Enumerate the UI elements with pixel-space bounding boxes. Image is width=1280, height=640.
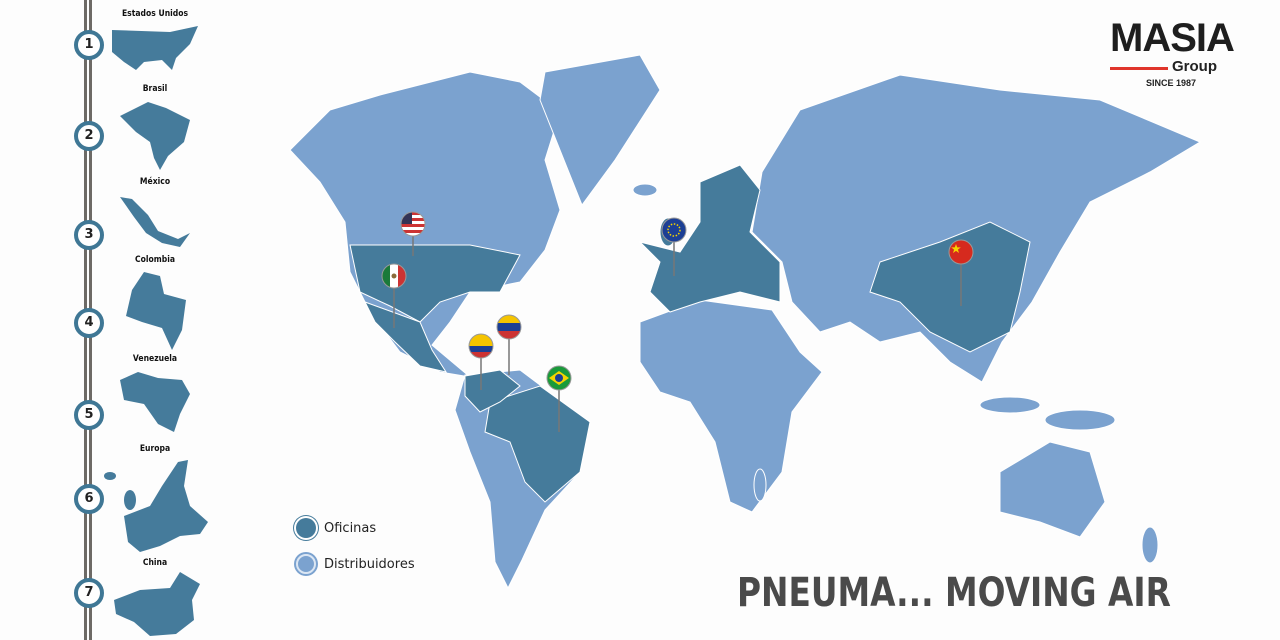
mexico-flag-icon: [381, 263, 407, 289]
brazil-flag-icon: [546, 365, 572, 391]
office-number: 2: [74, 121, 104, 151]
china-silhouette: [114, 572, 200, 636]
madagascar: [753, 468, 767, 502]
eu-flag-icon: [661, 217, 687, 243]
masia-group-logo: MASIA Group SINCE 1987: [1110, 18, 1245, 90]
legend-offices: Oficinas: [296, 518, 376, 538]
island: [979, 396, 1041, 414]
iceland: [632, 183, 658, 197]
island: [1044, 409, 1116, 431]
new-zealand: [1141, 526, 1159, 564]
africa: [639, 299, 823, 513]
office-number: 3: [74, 220, 104, 250]
office-label: Brasil: [142, 84, 168, 94]
office-label: Europa: [139, 444, 171, 454]
logo-name: MASIA: [1110, 16, 1235, 60]
venezuela-flag-icon: [496, 314, 522, 340]
europe-region: [638, 164, 781, 313]
legend-distributors: Distribuidores: [296, 554, 415, 574]
usa-silhouette: [112, 26, 198, 70]
mexico-region: [363, 301, 448, 373]
office-label: China: [142, 558, 168, 568]
office-number: 6: [74, 484, 104, 514]
office-label: Estados Unidos: [121, 9, 189, 19]
brazil-silhouette: [120, 102, 190, 170]
venezuela-silhouette: [120, 372, 190, 432]
brazil-region: [484, 385, 591, 503]
china-flag-icon: [948, 239, 974, 265]
us-flag-icon: [400, 211, 426, 237]
office-number: 1: [74, 30, 104, 60]
colombia-silhouette: [126, 272, 186, 350]
offices-swatch: [296, 518, 316, 538]
colombia-flag-icon: [468, 333, 494, 359]
legend-distributors-label: Distribuidores: [324, 556, 415, 572]
office-label: Venezuela: [132, 354, 178, 364]
distributors-swatch: [296, 554, 316, 574]
slogan: PNEUMA... MOVING AIR: [737, 570, 1171, 616]
logo-underline: [1110, 67, 1168, 70]
pin-stems: [393, 236, 962, 432]
greenland: [539, 54, 661, 207]
office-regions: [349, 164, 1031, 503]
office-number: 7: [74, 578, 104, 608]
office-label: México: [139, 177, 171, 187]
europe-silhouette: [104, 460, 208, 552]
distributor-regions: [289, 54, 1202, 590]
colombia-venezuela-region: [464, 369, 521, 413]
china-region: [869, 221, 1031, 353]
australia: [999, 441, 1106, 538]
logo-since: SINCE 1987: [1146, 78, 1197, 88]
office-number: 4: [74, 308, 104, 338]
legend-offices-label: Oficinas: [324, 520, 377, 536]
logo-sub: Group: [1172, 58, 1217, 75]
office-label: Colombia: [134, 255, 175, 265]
mexico-silhouette: [120, 197, 190, 247]
office-number: 5: [74, 400, 104, 430]
